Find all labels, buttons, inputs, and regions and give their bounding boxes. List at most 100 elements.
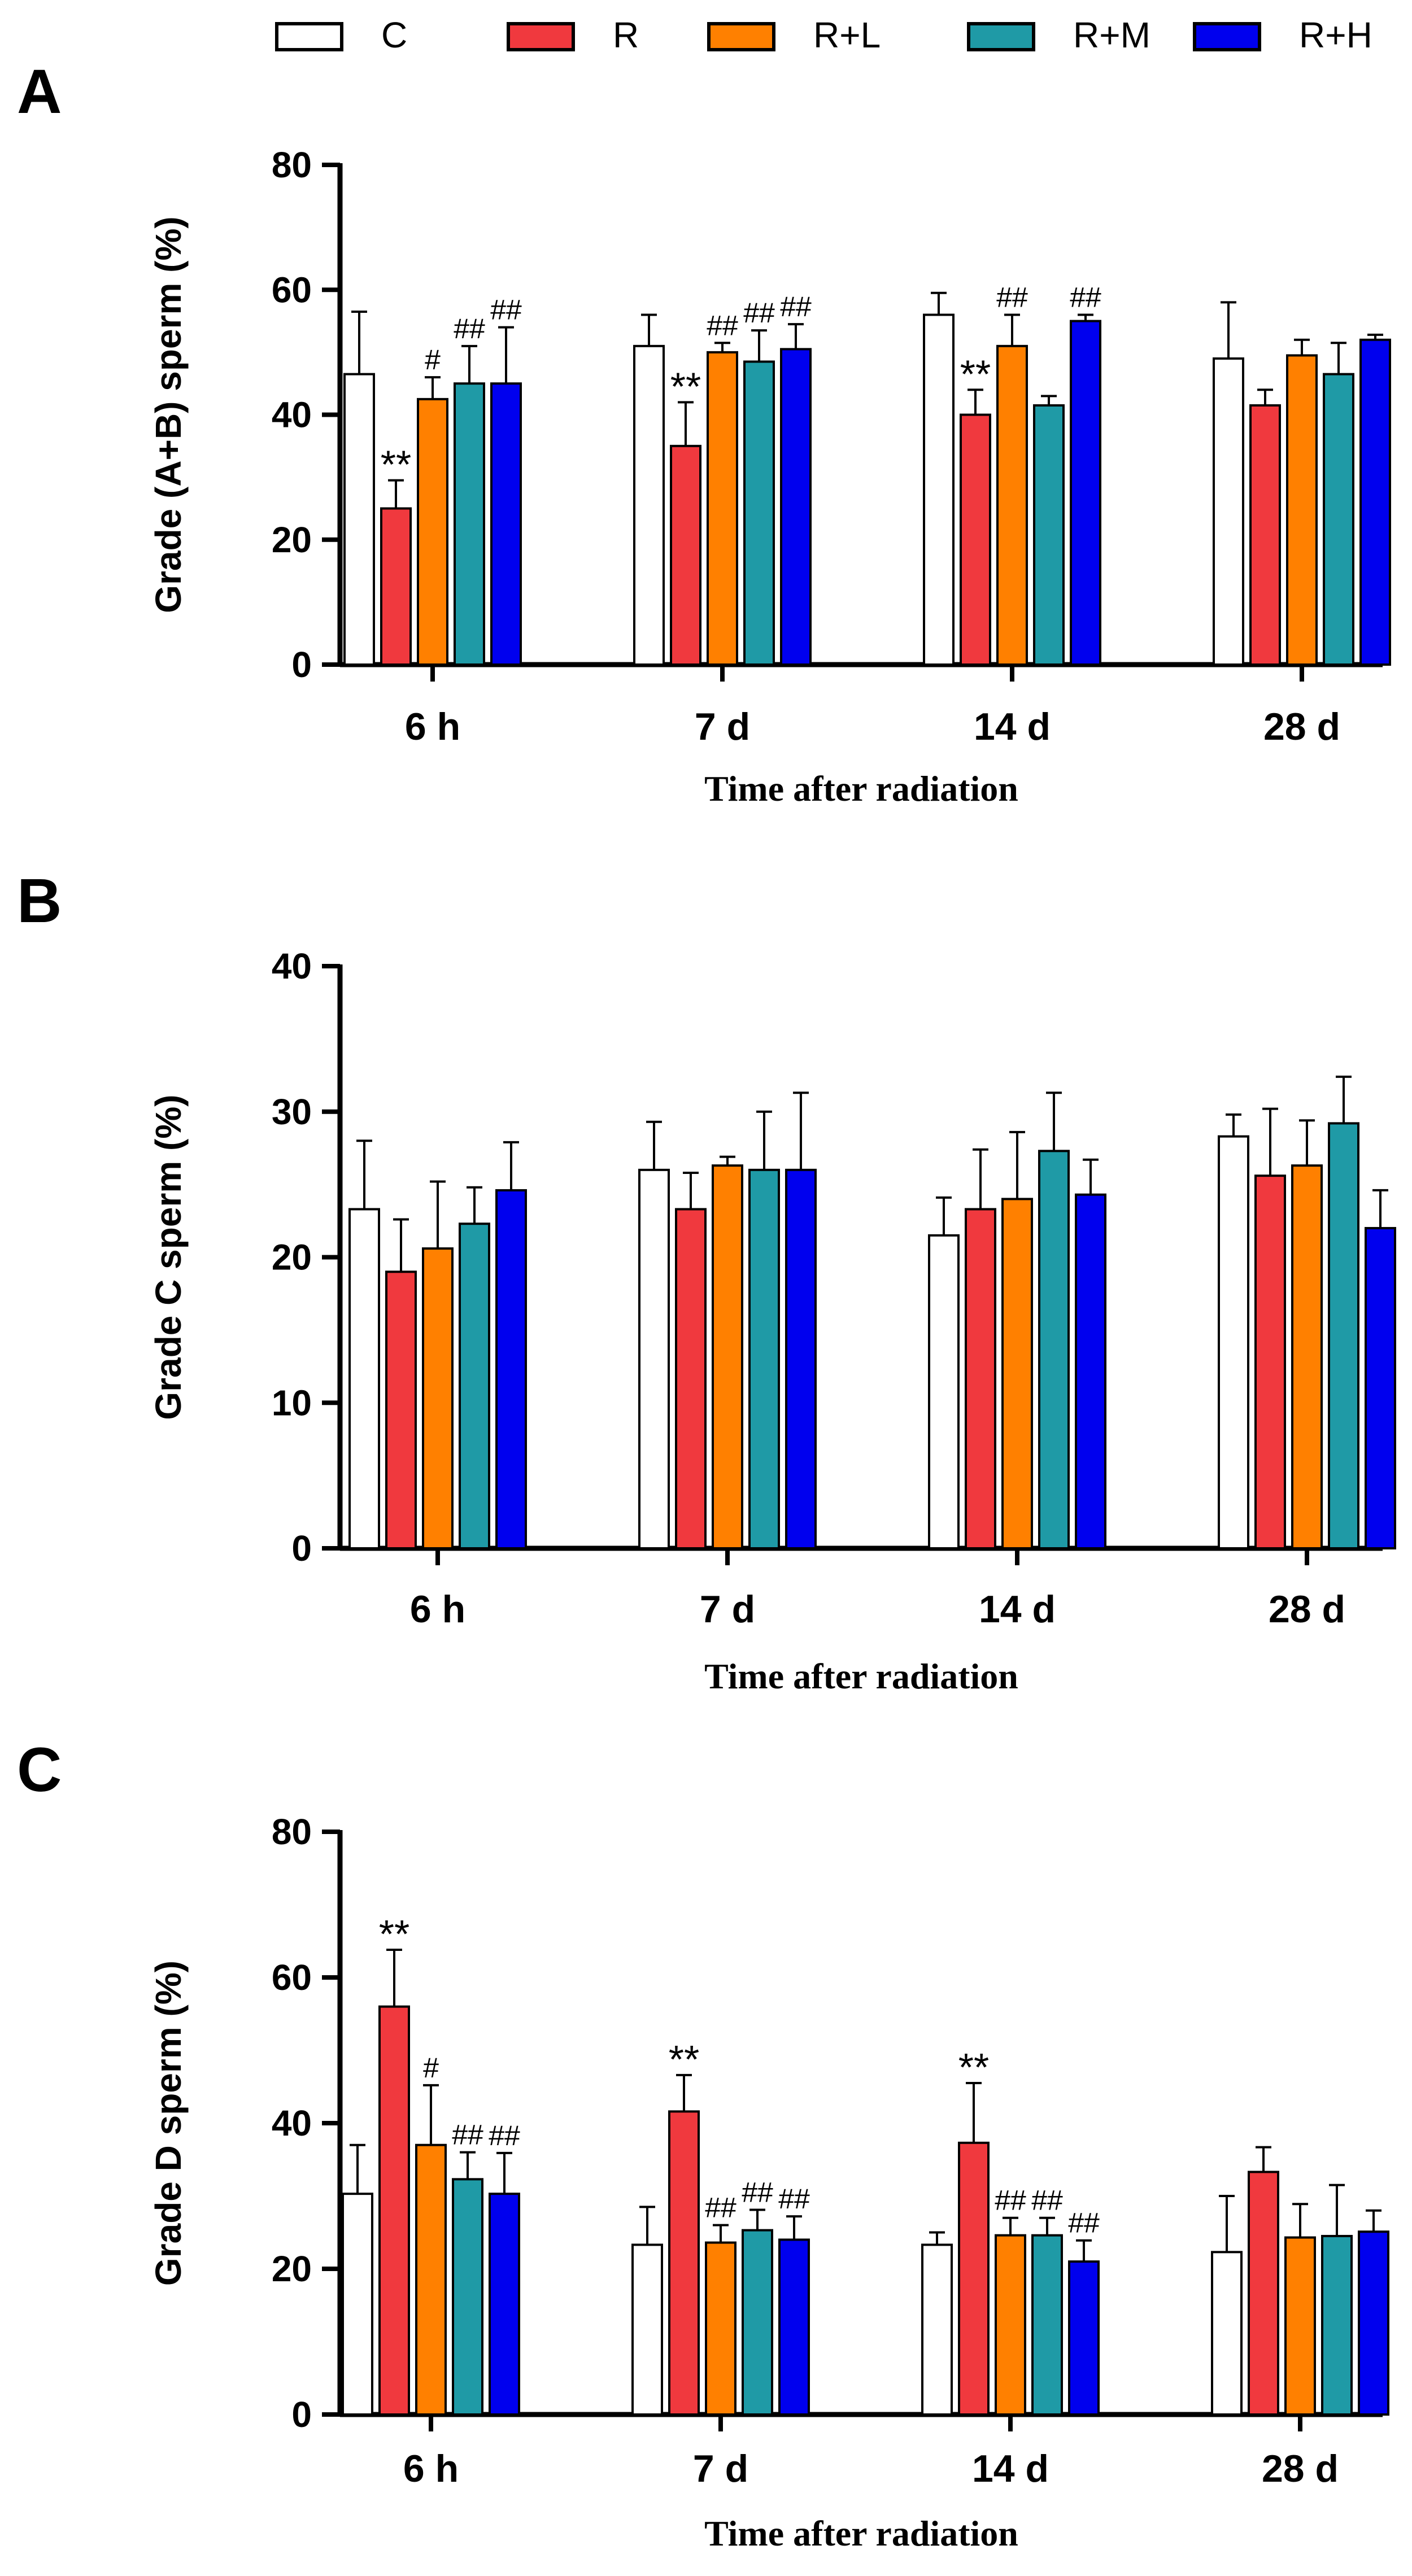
significance-marker: ## [995,2185,1026,2216]
bar-c [921,2243,953,2416]
legend: C R R+L R+M R+H [275,15,1372,55]
legend-swatch-0 [275,22,343,51]
significance-marker: ## [742,2177,773,2208]
significance-marker: ** [670,364,701,408]
y-tick-label: 30 [272,1091,312,1132]
bar-rplus-l [1001,1198,1033,1549]
bar-rplus-m [1323,373,1354,666]
y-tick-label: 60 [272,269,312,310]
significance-marker: ## [705,2192,736,2224]
bar-rplus-m [454,382,485,666]
y-tick-label: 40 [272,2103,312,2143]
x-tick-label: 6 h [410,1588,465,1631]
bar-c [343,373,375,666]
bar-rplus-h [489,2193,520,2416]
bar-rplus-m [459,1222,490,1549]
bar-rplus-m [1031,2234,1063,2416]
bar-rplus-l [1284,2236,1316,2416]
bar-rplus-l [712,1164,743,1549]
significance-marker: ## [780,291,812,322]
significance-marker: ** [958,2045,989,2089]
x-tick-label: 14 d [972,2447,1049,2490]
legend-swatch-4 [1193,22,1261,51]
significance-marker: ## [743,297,775,329]
bar-rplus-m [1038,1150,1070,1549]
panel-label: C [17,1735,62,1805]
bar-rplus-l [1291,1164,1323,1549]
x-tick-label: 14 d [974,705,1051,748]
bar-c [633,344,665,666]
legend-swatch-1 [507,22,575,51]
bar-c [342,2193,373,2416]
bar-r [378,2005,410,2416]
bar-rplus-m [452,2178,483,2416]
bar-rplus-h [490,382,522,666]
bar-r [1254,1175,1286,1549]
y-tick-label: 0 [291,644,312,685]
significance-marker: ** [381,443,411,487]
bar-rplus-m [743,360,775,666]
bar-rplus-m [742,2229,773,2416]
bar-c [928,1234,960,1549]
bar-rplus-h [780,348,812,666]
x-tick-label: 7 d [695,705,750,748]
bar-rplus-h [1070,320,1101,666]
bar-c [348,1208,380,1549]
bar-r [965,1208,996,1549]
panel-label: A [17,57,62,126]
x-tick-label: 7 d [700,1588,755,1631]
bar-r [668,2110,700,2416]
significance-marker: ## [1031,2185,1063,2216]
y-axis-label: Grade (A+B) sperm (%) [148,216,189,613]
y-axis-label: Grade C sperm (%) [148,1094,189,1420]
x-tick-label: 14 d [979,1588,1056,1631]
bar-c [631,2243,663,2416]
y-axis-label: Grade D sperm (%) [148,1961,189,2286]
significance-marker: ** [669,2037,699,2081]
significance-marker: ## [778,2183,810,2215]
legend-label-3: R+M [1073,15,1150,55]
x-tick-label: 28 d [1263,705,1340,748]
x-tick-label: 28 d [1262,2447,1339,2490]
y-tick-label: 10 [272,1382,312,1423]
significance-marker: ## [454,313,485,344]
bar-c [1211,2251,1243,2416]
bar-rplus-h [1359,338,1391,666]
x-tick-label: 6 h [405,705,460,748]
bar-r [380,507,412,666]
bar-r [958,2141,990,2416]
significance-marker: # [423,2052,439,2084]
bar-rplus-l [705,2241,736,2416]
significance-marker: ## [489,2120,520,2151]
y-tick-label: 40 [272,395,312,435]
legend-label-2: R+L [813,15,881,55]
bar-rplus-m [1321,2234,1353,2416]
panel-b-chart: B Grade C sperm (%) 0 10 20 30 40 6 h 7 d 14 d 28 … [17,866,1396,1696]
bar-rplus-l [415,2143,447,2416]
y-tick-label: 20 [272,2248,312,2289]
y-tick-label: 0 [291,1528,312,1569]
bar-rplus-h [785,1168,817,1550]
bar-c [1218,1135,1249,1549]
significance-marker: ## [1068,2207,1100,2239]
bar-c [1213,357,1244,666]
significance-marker: ** [960,352,991,396]
bar-r [385,1270,417,1549]
bar-r [1249,404,1281,666]
bar-r [670,444,701,666]
bar-rplus-l [996,344,1028,666]
x-axis-label: Time after radiation [704,1656,1018,1696]
y-tick-label: 80 [272,145,312,185]
bar-rplus-l [707,351,738,666]
bar-rplus-h [1358,2230,1389,2416]
bar-rplus-m [1328,1122,1359,1549]
y-tick-label: 80 [272,1811,312,1852]
bar-c [923,313,955,666]
x-tick-label: 7 d [693,2447,748,2490]
bar-rplus-h [1068,2260,1100,2416]
significance-marker: # [425,344,441,376]
y-tick-label: 60 [272,1957,312,1998]
bar-rplus-h [1365,1226,1396,1549]
